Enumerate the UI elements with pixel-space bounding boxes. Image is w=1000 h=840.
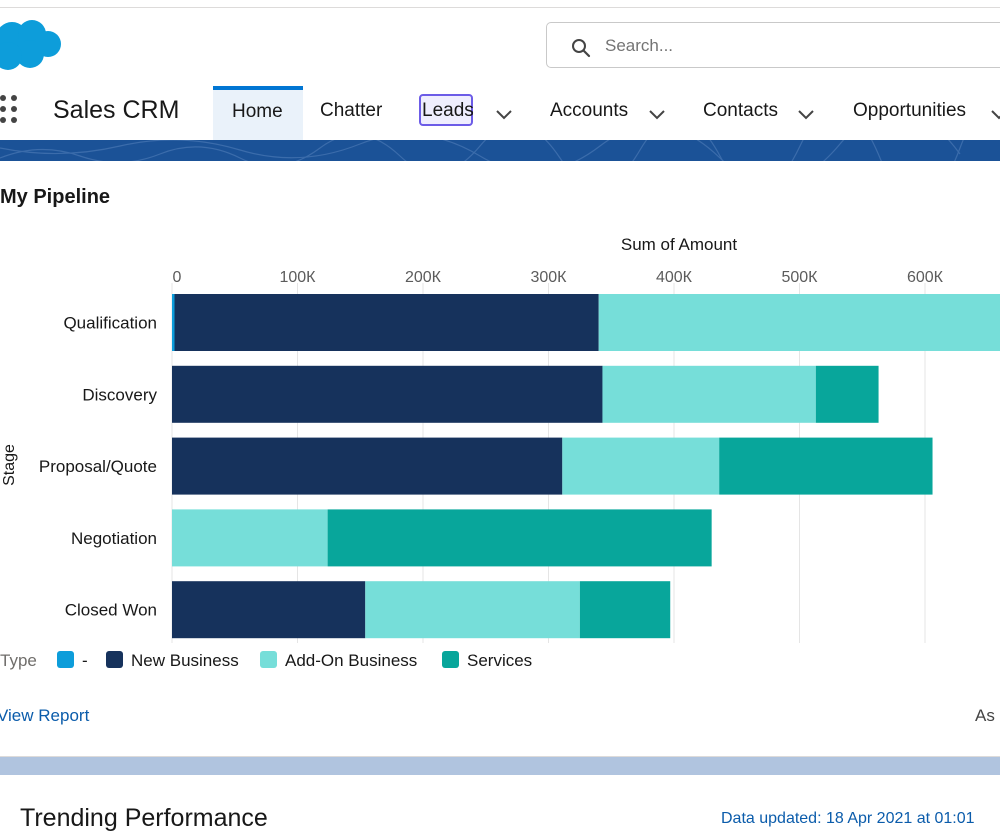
tab-chatter[interactable]: Chatter <box>303 86 399 140</box>
bar-services[interactable] <box>579 581 671 639</box>
search-icon <box>572 39 591 58</box>
top-divider <box>0 7 1000 8</box>
legend-swatch[interactable] <box>57 651 74 668</box>
card-title: My Pipeline <box>0 186 111 208</box>
bar-services[interactable] <box>719 437 933 495</box>
bar-services[interactable] <box>327 509 712 567</box>
header-band <box>0 140 1000 161</box>
category-label: Negotiation <box>71 529 157 548</box>
band-pattern <box>0 140 964 161</box>
tab-opportunities-label: Opportunities <box>853 100 967 121</box>
bar-add-on-business[interactable] <box>172 509 328 567</box>
legend-label[interactable]: Services <box>467 651 532 670</box>
chevron-down-icon[interactable] <box>990 108 1000 120</box>
chevron-down-icon[interactable] <box>797 108 815 120</box>
legend-label[interactable]: - <box>82 651 88 670</box>
section-gap <box>0 757 1000 775</box>
x-tick-label: 100К <box>279 269 316 286</box>
tab-opportunities[interactable]: Opportunities <box>834 86 1000 140</box>
pipeline-chart: Sum of Amount 0 100К 200К 300К 400К 500К 600К St… <box>0 235 1000 670</box>
tab-chatter-label: Chatter <box>320 100 383 121</box>
bar-services[interactable] <box>815 365 879 423</box>
chevron-down-icon[interactable] <box>495 108 513 120</box>
tab-accounts-label: Accounts <box>550 100 629 121</box>
bar-add-on-business[interactable] <box>365 581 580 639</box>
x-tick-label: 0 <box>173 269 182 286</box>
category-label: Discovery <box>82 385 157 404</box>
legend-swatch[interactable] <box>106 651 123 668</box>
legend-swatch[interactable] <box>260 651 277 668</box>
x-tick-label: 300К <box>530 269 567 286</box>
as-of-text: As <box>975 706 995 725</box>
category-label: Proposal/Quote <box>39 457 157 476</box>
app-launcher-icon[interactable] <box>0 94 22 128</box>
bar-new-business[interactable] <box>172 437 563 495</box>
tab-home-label: Home <box>232 101 283 122</box>
search-placeholder: Search... <box>605 36 674 55</box>
x-axis-title: Sum of Amount <box>621 235 738 254</box>
app-name: Sales CRM <box>53 96 180 124</box>
tab-leads-label: Leads <box>422 100 474 121</box>
category-label: Closed Won <box>65 601 157 620</box>
bar-[interactable] <box>172 294 175 351</box>
tab-contacts-label: Contacts <box>703 100 778 121</box>
bar-new-business[interactable] <box>172 581 366 639</box>
chevron-down-icon[interactable] <box>648 108 666 120</box>
legend-title: Type <box>0 651 37 670</box>
bar-add-on-business[interactable] <box>602 365 816 423</box>
legend-swatch[interactable] <box>442 651 459 668</box>
x-tick-label: 600К <box>907 269 944 286</box>
bar-add-on-business[interactable] <box>598 294 1000 351</box>
x-tick-label: 500К <box>781 269 818 286</box>
tab-leads[interactable]: Leads <box>400 86 532 140</box>
y-axis-title: Stage <box>1 444 18 486</box>
salesforce-logo[interactable] <box>0 14 66 76</box>
data-updated-text: Data updated: 18 Apr 2021 at 01:01 <box>721 810 975 827</box>
card-bottom-divider <box>0 756 1000 757</box>
bar-add-on-business[interactable] <box>562 437 720 495</box>
legend-label[interactable]: New Business <box>131 651 239 670</box>
leads-focus-ring <box>419 94 473 126</box>
view-report-link[interactable]: View Report <box>0 706 90 725</box>
trending-title: Trending Performance <box>20 804 268 832</box>
tab-home[interactable]: Home <box>213 86 303 140</box>
x-tick-label: 200К <box>405 269 442 286</box>
tab-contacts[interactable]: Contacts <box>684 86 834 140</box>
legend-label[interactable]: Add-On Business <box>285 651 417 670</box>
tab-accounts[interactable]: Accounts <box>532 86 684 140</box>
global-search[interactable]: Search... <box>546 22 1000 68</box>
bar-new-business[interactable] <box>174 294 599 351</box>
x-tick-label: 400К <box>656 269 693 286</box>
category-label: Qualification <box>63 314 157 333</box>
bar-new-business[interactable] <box>172 365 603 423</box>
